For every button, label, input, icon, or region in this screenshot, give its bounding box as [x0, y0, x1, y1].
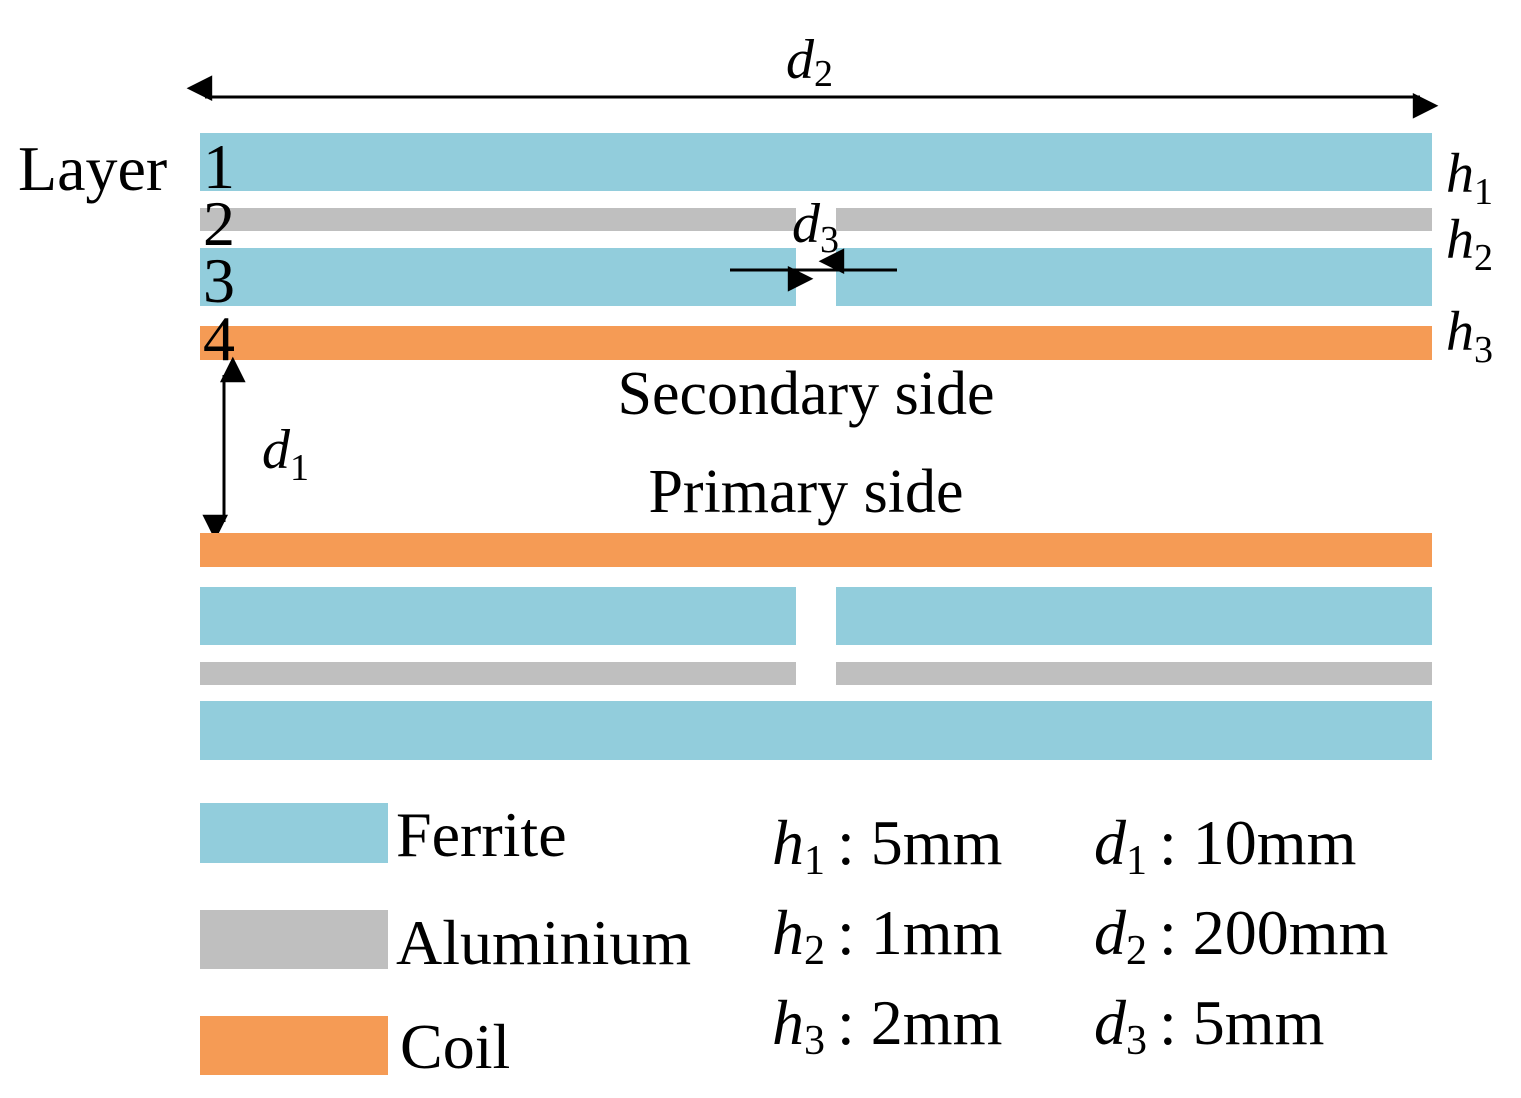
legend-swatch-ferrite — [200, 803, 388, 863]
layer-3-ferrite-right — [836, 248, 1432, 306]
secondary-side-stack — [200, 133, 1432, 360]
legend-swatch-aluminium — [200, 910, 388, 969]
parameter-table: h1: 5mm h2: 1mm h3: 2mm d1: 10mm d2: 200… — [772, 807, 1388, 1064]
primary-ferrite-left — [200, 587, 796, 645]
d2-label: d2 — [786, 29, 833, 95]
h1-label: h1 — [1446, 143, 1493, 213]
primary-side-label: Primary side — [648, 458, 963, 526]
d1-label: d1 — [262, 419, 309, 489]
layer-4-coil — [200, 326, 1432, 360]
layer-2-aluminium-left — [200, 208, 796, 231]
primary-ferrite-bottom — [200, 701, 1432, 760]
param-h3: h3: 2mm — [772, 987, 1002, 1064]
param-d1: d1: 10mm — [1094, 807, 1356, 884]
layer-1-ferrite — [200, 133, 1432, 191]
primary-aluminium-right — [836, 662, 1432, 685]
primary-coil — [200, 533, 1432, 567]
legend-label-ferrite: Ferrite — [396, 799, 567, 870]
param-h2: h2: 1mm — [772, 897, 1002, 974]
legend-swatch-coil — [200, 1016, 388, 1075]
primary-ferrite-right — [836, 587, 1432, 645]
layer-number-4: 4 — [203, 303, 235, 374]
secondary-side-label: Secondary side — [617, 360, 994, 428]
layer-2-aluminium-right — [836, 208, 1432, 231]
legend-label-coil: Coil — [400, 1011, 510, 1082]
param-h1: h1: 5mm — [772, 807, 1002, 884]
h3-label: h3 — [1446, 301, 1493, 371]
layer-3-ferrite-left — [200, 248, 796, 306]
layer-number-2: 2 — [203, 188, 235, 259]
legend: Ferrite Aluminium Coil — [200, 799, 691, 1082]
layer-number-3: 3 — [203, 245, 235, 316]
primary-side-stack — [200, 533, 1432, 760]
param-d2: d2: 200mm — [1094, 897, 1388, 974]
layer-number-1: 1 — [203, 131, 235, 202]
param-d3: d3: 5mm — [1094, 987, 1324, 1064]
h2-label: h2 — [1446, 209, 1493, 279]
d3-label: d3 — [792, 193, 839, 261]
legend-label-aluminium: Aluminium — [396, 907, 691, 978]
layer-label: Layer — [18, 133, 167, 204]
primary-aluminium-left — [200, 662, 796, 685]
